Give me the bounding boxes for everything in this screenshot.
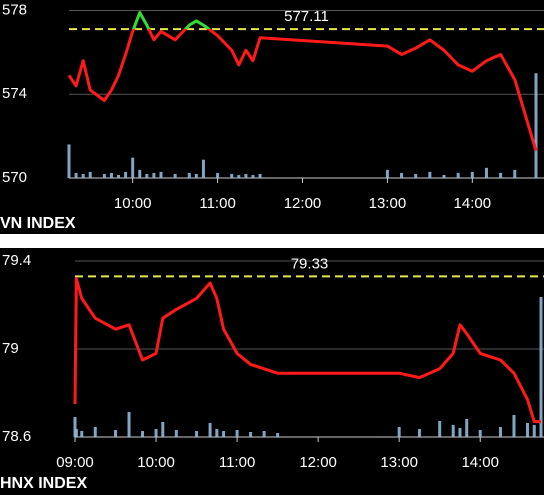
volume-bar <box>131 157 135 178</box>
y-tick-label: 79.4 <box>2 252 31 269</box>
volume-bar <box>124 171 128 178</box>
volume-bar <box>478 430 482 437</box>
volume-bar <box>465 419 469 437</box>
volume-bar <box>74 172 78 178</box>
price-line <box>67 11 538 152</box>
volume-bar <box>428 171 432 178</box>
volume-bar <box>194 173 198 178</box>
x-tick-label: 13:00 <box>369 195 407 212</box>
volume-bar <box>458 428 462 437</box>
y-tick-label: 78.6 <box>2 428 31 445</box>
chart-title: VN INDEX <box>0 215 76 232</box>
volume-bar <box>117 174 121 178</box>
y-tick-label: 578 <box>2 1 27 18</box>
volume-bar <box>532 425 536 437</box>
volume-bar <box>187 172 191 178</box>
volume-bar <box>174 430 178 437</box>
volume-bar <box>442 174 446 178</box>
volume-bar <box>499 172 503 178</box>
volume-bar <box>235 430 239 437</box>
volume-bar <box>276 433 280 437</box>
volume-bar <box>230 173 234 178</box>
y-tick-label: 574 <box>2 85 27 102</box>
volume-bar <box>414 173 418 178</box>
volume-bar <box>498 427 502 437</box>
y-tick-label: 79 <box>2 340 19 357</box>
volume-bar <box>74 429 78 437</box>
volume-bar <box>73 417 77 437</box>
volume-bar <box>438 421 442 437</box>
volume-bar <box>400 172 404 178</box>
volume-bar <box>237 174 241 178</box>
volume-bar <box>470 171 474 178</box>
volume-bar <box>102 173 106 178</box>
x-tick-label: 14:00 <box>454 195 492 212</box>
x-tick-label: 12:00 <box>299 454 337 471</box>
volume-bar <box>251 174 255 178</box>
volume-bar <box>141 431 145 437</box>
volume-bar <box>262 431 266 437</box>
volume-bar <box>109 172 113 178</box>
x-tick-label: 10:00 <box>114 195 152 212</box>
volume-bar <box>249 432 253 437</box>
x-tick-label: 12:00 <box>284 195 322 212</box>
volume-bar <box>258 173 262 178</box>
volume-bar <box>80 431 84 437</box>
volume-bar <box>417 429 421 437</box>
price-line <box>73 277 541 424</box>
x-tick-label: 11:00 <box>199 195 235 212</box>
volume-bar <box>159 171 163 178</box>
volume-bar <box>525 423 529 437</box>
chart-title: HNX INDEX <box>0 475 87 492</box>
volume-bar <box>512 415 516 437</box>
volume-bar <box>88 171 92 178</box>
y-tick-label: 570 <box>2 169 27 186</box>
reference-label: 79.33 <box>291 255 329 272</box>
volume-bar <box>195 431 199 437</box>
volume-bar <box>451 425 455 437</box>
volume-bar <box>222 431 226 437</box>
reference-label: 577.11 <box>284 8 329 25</box>
volume-bar <box>81 173 85 178</box>
volume-bar <box>145 173 149 178</box>
x-tick-label: 11:00 <box>219 454 255 471</box>
volume-bar <box>208 423 212 437</box>
volume-bar <box>484 167 488 178</box>
volume-bar <box>244 173 248 178</box>
volume-bar <box>114 430 118 437</box>
volume-bar <box>534 73 538 178</box>
volume-bar <box>215 429 219 437</box>
x-tick-label: 10:00 <box>137 454 175 471</box>
volume-bar <box>154 429 158 437</box>
x-tick-label: 09:00 <box>56 454 94 471</box>
volume-bar <box>385 169 389 178</box>
volume-bar <box>173 173 177 178</box>
volume-bar <box>127 412 131 437</box>
volume-bar <box>397 427 401 437</box>
volume-bar <box>67 144 71 178</box>
volume-bar <box>216 172 220 178</box>
volume-bar <box>93 427 97 437</box>
x-tick-label: 13:00 <box>380 454 418 471</box>
volume-bar <box>201 159 205 178</box>
volume-bar <box>539 297 543 437</box>
volume-bar <box>161 422 165 437</box>
volume-bar <box>152 172 156 178</box>
volume-bar <box>513 169 517 178</box>
volume-bar <box>138 169 142 178</box>
volume-bar <box>456 172 460 178</box>
x-tick-label: 14:00 <box>461 454 499 471</box>
